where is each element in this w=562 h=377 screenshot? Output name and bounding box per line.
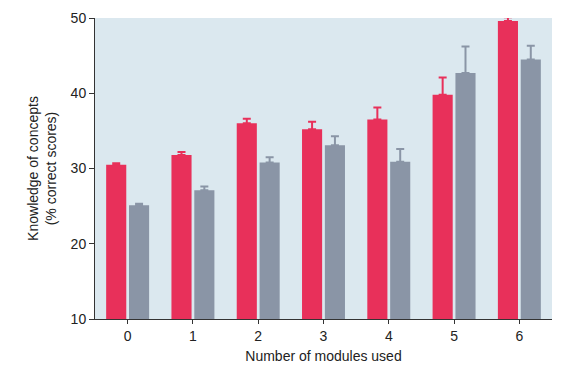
- svg-text:Number of modules used: Number of modules used: [245, 348, 401, 364]
- svg-text:20: 20: [71, 236, 87, 252]
- svg-text:10: 10: [71, 311, 87, 327]
- svg-text:3: 3: [320, 328, 328, 344]
- svg-text:Knowledge of concepts(% correc: Knowledge of concepts(% correct scores): [25, 96, 59, 241]
- svg-text:6: 6: [515, 328, 523, 344]
- svg-text:40: 40: [71, 85, 87, 101]
- svg-text:5: 5: [450, 328, 458, 344]
- svg-text:4: 4: [385, 328, 393, 344]
- svg-text:0: 0: [124, 328, 132, 344]
- svg-text:2: 2: [254, 328, 262, 344]
- svg-text:30: 30: [71, 160, 87, 176]
- svg-text:1: 1: [189, 328, 197, 344]
- svg-text:50: 50: [71, 10, 87, 26]
